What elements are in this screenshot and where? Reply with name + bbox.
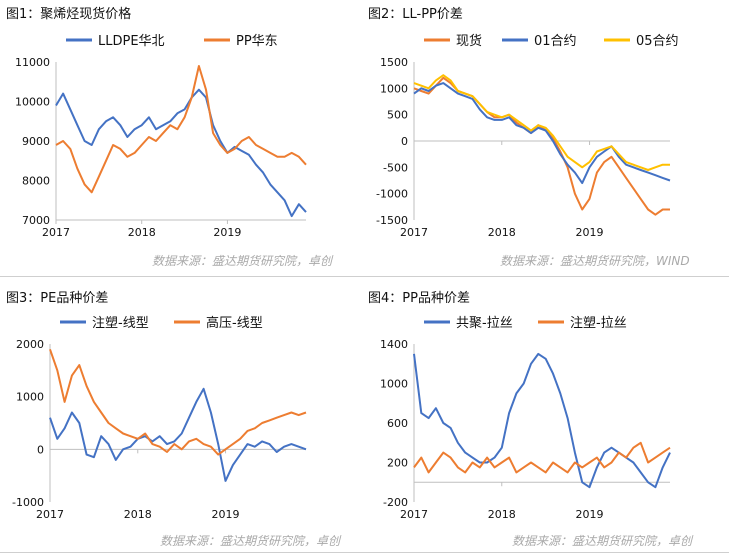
y-tick-label: 500 xyxy=(387,109,408,122)
source-note-1: 数据来源：盛达期货研究院，卓创 xyxy=(152,254,333,268)
legend-label-2: PP华东 xyxy=(236,34,278,49)
x-tick-label: 2019 xyxy=(576,226,604,239)
y-tick-label: 9000 xyxy=(22,135,50,148)
x-tick-label: 2018 xyxy=(128,226,156,239)
source-note-4: 数据来源：盛达期货研究院，卓创 xyxy=(512,534,693,548)
series-line-1 xyxy=(49,387,307,482)
chart-2: -1500 -1000 -500 0 500 1000 1500 2017 2018 2019 现货… xyxy=(376,33,679,239)
series-line-2 xyxy=(413,82,671,185)
x-tick-label: 2019 xyxy=(212,508,240,521)
y-tick-label: -1000 xyxy=(376,188,408,201)
panel-divider xyxy=(0,552,729,553)
series-line-2 xyxy=(55,65,307,194)
y-tick-label: 1400 xyxy=(380,338,408,351)
y-tick-label: 11000 xyxy=(15,56,50,69)
panel-title-2: 图2：LL-PP价差 xyxy=(368,7,463,22)
x-tick-label: 2019 xyxy=(213,226,241,239)
series-line-1 xyxy=(413,352,671,489)
y-tick-label: -1500 xyxy=(376,214,408,227)
y-tick-label: 1000 xyxy=(380,378,408,391)
series-line-3 xyxy=(413,74,670,171)
x-tick-label: 2017 xyxy=(42,226,70,239)
y-tick-label: -500 xyxy=(383,161,408,174)
series-line-2 xyxy=(49,348,307,456)
legend-label-1: 现货 xyxy=(456,33,482,49)
panel-title-4: 图4：PP品种价差 xyxy=(368,291,470,306)
y-tick-label: 1000 xyxy=(380,82,408,95)
x-tick-label: 2017 xyxy=(36,508,64,521)
y-tick-label: 200 xyxy=(387,457,408,470)
y-tick-label: 8000 xyxy=(22,175,50,188)
y-tick-label: 2000 xyxy=(16,338,44,351)
source-note-2: 数据来源：盛达期货研究院，WIND xyxy=(500,254,690,268)
legend-label-1: 共聚-拉丝 xyxy=(456,316,513,331)
y-tick-label: 600 xyxy=(387,417,408,430)
series-line-2 xyxy=(413,441,671,474)
y-tick-label: 0 xyxy=(37,443,44,456)
chart-1: 7000 8000 9000 10000 11000 2017 2018 2019 LLDPE华… xyxy=(15,34,307,239)
x-tick-label: 2019 xyxy=(576,508,604,521)
x-tick-label: 2018 xyxy=(124,508,152,521)
panel-title-1: 图1：聚烯烃现货价格 xyxy=(6,7,132,22)
x-tick-label: 2018 xyxy=(488,508,516,521)
legend-label-2: 高压-线型 xyxy=(206,315,263,331)
legend-label-2: 01合约 xyxy=(534,34,577,49)
panel-title-3: 图3：PE品种价差 xyxy=(6,291,109,306)
chart-4: -200 200 600 1000 1400 2017 2018 2019 共聚-拉丝 注塑-拉丝 xyxy=(380,316,671,521)
chart-3: -1000 0 1000 2000 2017 2018 2019 注塑-线型 高压-线型 xyxy=(12,315,307,521)
y-tick-label: 1500 xyxy=(380,56,408,69)
legend-label-2: 注塑-拉丝 xyxy=(570,316,627,331)
series-line-1 xyxy=(413,76,670,216)
y-tick-label: 10000 xyxy=(15,96,50,109)
x-tick-label: 2017 xyxy=(400,508,428,521)
y-tick-label: 7000 xyxy=(22,214,50,227)
series-line-1 xyxy=(55,88,307,218)
legend-label-1: 注塑-线型 xyxy=(92,316,149,331)
y-tick-label: 0 xyxy=(401,135,408,148)
x-tick-label: 2018 xyxy=(488,226,516,239)
y-tick-label: 1000 xyxy=(16,391,44,404)
legend-label-1: LLDPE华北 xyxy=(98,34,165,49)
source-note-3: 数据来源：盛达期货研究院，卓创 xyxy=(160,534,341,548)
y-tick-label: -1000 xyxy=(12,496,44,509)
panel-divider xyxy=(0,276,729,277)
legend-label-3: 05合约 xyxy=(636,34,679,49)
x-tick-label: 2017 xyxy=(400,226,428,239)
y-tick-label: -200 xyxy=(383,496,408,509)
